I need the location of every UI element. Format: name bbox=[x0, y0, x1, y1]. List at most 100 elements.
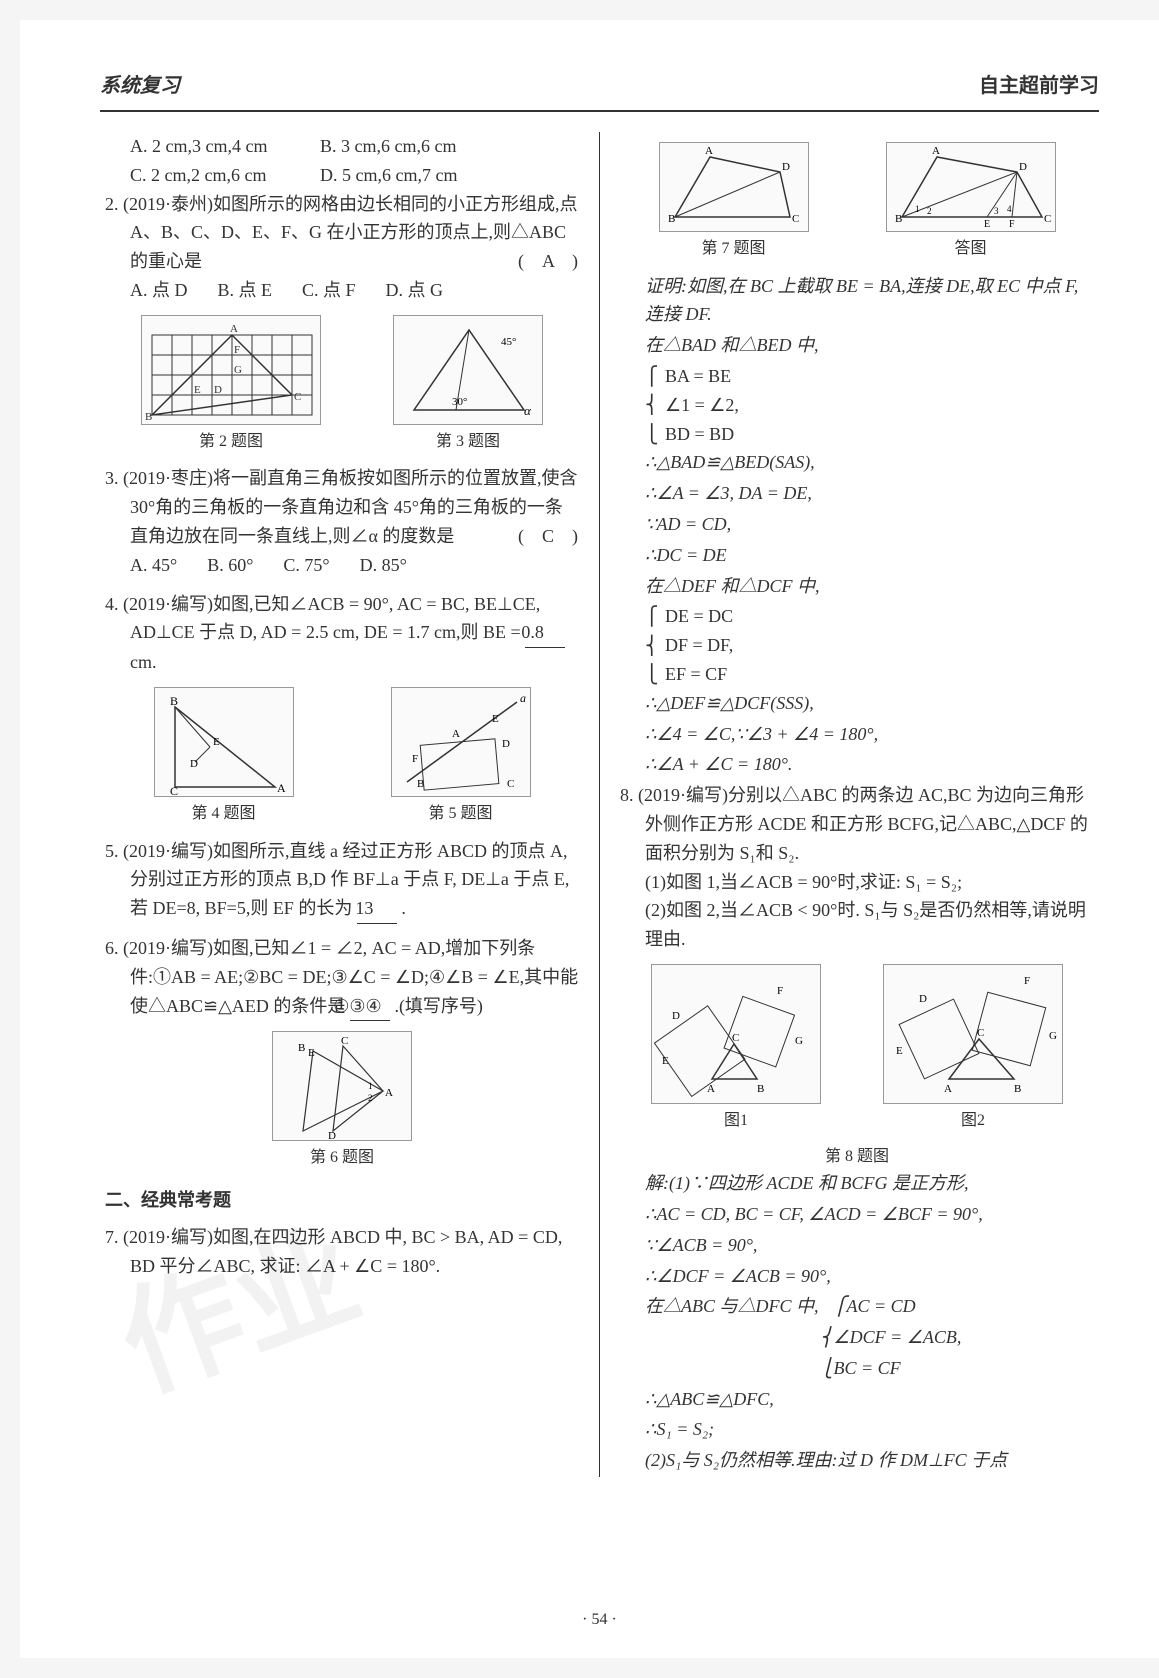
figure-8-2-block: A B C D E F G 图2 bbox=[883, 964, 1063, 1134]
svg-text:C: C bbox=[1044, 213, 1051, 225]
svg-text:2: 2 bbox=[368, 1093, 373, 1103]
sol-c2-row: ⎨∠DCF = ∠ACB, bbox=[620, 1323, 1094, 1352]
svg-text:C: C bbox=[977, 1027, 984, 1039]
figure-8-1-block: A B C D E F G 图1 bbox=[651, 964, 821, 1134]
figure-7-left-block: A B C D 第 7 题图 bbox=[659, 142, 809, 262]
q7-text: 7. (2019·编写)如图,在四边形 ABCD 中, BC > BA, AD … bbox=[105, 1223, 579, 1281]
svg-text:A: A bbox=[707, 1083, 715, 1095]
figure-6: A B C D E 1 2 bbox=[272, 1031, 412, 1141]
q8-sub1: (1)如图 1,当∠ACB = 90°时,求证: S₁ = S₂; bbox=[620, 868, 1094, 897]
figure-8-2: A B C D E F G bbox=[883, 964, 1063, 1104]
svg-text:A: A bbox=[944, 1083, 952, 1095]
figure-6-row: A B C D E 1 2 第 6 题图 bbox=[105, 1031, 579, 1171]
svg-text:C: C bbox=[294, 391, 301, 403]
figure-5-label: 第 5 题图 bbox=[391, 801, 531, 827]
svg-text:B: B bbox=[145, 411, 152, 423]
figure-2-label: 第 2 题图 bbox=[141, 429, 321, 455]
svg-text:D: D bbox=[328, 1130, 336, 1141]
content-area: A. 2 cm,3 cm,4 cm B. 3 cm,6 cm,6 cm C. 2… bbox=[100, 132, 1099, 1477]
svg-text:E: E bbox=[194, 384, 201, 396]
q4-answer: 0.8 bbox=[525, 618, 565, 648]
q5-body: 5. (2019·编写)如图所示,直线 a 经过正方形 ABCD 的顶点 A,分… bbox=[105, 841, 569, 919]
figure-7-right: A B C D E F 1 2 3 4 bbox=[886, 142, 1056, 232]
svg-text:G: G bbox=[234, 364, 242, 376]
svg-text:D: D bbox=[782, 161, 790, 173]
svg-text:G: G bbox=[795, 1035, 803, 1047]
q5-answer: 13 bbox=[357, 894, 397, 924]
svg-text:E: E bbox=[492, 713, 499, 725]
svg-text:G: G bbox=[1049, 1030, 1057, 1042]
proof-l8: ∴△DEF≌△DCF(SSS), bbox=[620, 689, 1094, 718]
figure-2-block: A B C D E F G 第 2 题图 bbox=[141, 315, 321, 455]
q2-text: 2. (2019·泰州)如图所示的网格由边长相同的小正方形组成,点 A、B、C、… bbox=[105, 190, 579, 276]
svg-text:E: E bbox=[308, 1047, 315, 1059]
svg-text:F: F bbox=[234, 344, 240, 356]
proof-l1: 证明:如图,在 BC 上截取 BE = BA,连接 DE,取 EC 中点 F,连… bbox=[620, 272, 1094, 330]
svg-text:A: A bbox=[452, 728, 460, 740]
proof-c3: BD = BD bbox=[665, 420, 1094, 449]
q2-opt-a: A. 点 D bbox=[130, 276, 188, 305]
angle-30: 30° bbox=[452, 396, 467, 408]
proof-l5: ∵AD = CD, bbox=[620, 510, 1094, 539]
q3-body: 3. (2019·枣庄)将一副直角三角板按如图所示的位置放置,使含 30°角的三… bbox=[105, 468, 577, 546]
proof-c1: BA = BE bbox=[665, 362, 1094, 391]
proof-l3: ∴△BAD≌△BED(SAS), bbox=[620, 448, 1094, 477]
svg-text:B: B bbox=[757, 1083, 764, 1095]
svg-text:F: F bbox=[412, 753, 418, 765]
svg-text:F: F bbox=[777, 985, 783, 997]
svg-text:D: D bbox=[502, 738, 510, 750]
svg-text:A: A bbox=[385, 1087, 393, 1099]
svg-text:B: B bbox=[895, 213, 902, 225]
figure-3-label: 第 3 题图 bbox=[393, 429, 543, 455]
figure-3-block: 45° 30° α 第 3 题图 bbox=[393, 315, 543, 455]
svg-text:1: 1 bbox=[368, 1081, 373, 1091]
svg-text:3: 3 bbox=[994, 206, 999, 216]
svg-text:F: F bbox=[1024, 975, 1030, 987]
svg-text:D: D bbox=[1019, 161, 1027, 173]
q3-options: A. 45° B. 60° C. 75° D. 85° bbox=[105, 551, 579, 580]
svg-text:A: A bbox=[277, 781, 286, 795]
proof-c6: EF = CF bbox=[665, 660, 1094, 689]
figure-7-right-label: 答图 bbox=[886, 236, 1056, 262]
q8-text: 8. (2019·编写)分别以△ABC 的两条边 AC,BC 为边向三角形外侧作… bbox=[620, 781, 1094, 867]
figure-8-1-label: 图1 bbox=[651, 1108, 821, 1134]
sol-l1: 解:(1)∵四边形 ACDE 和 BCFG 是正方形, bbox=[620, 1169, 1094, 1198]
sol-c1: AC = CD bbox=[847, 1296, 916, 1316]
svg-text:A: A bbox=[705, 145, 713, 157]
grid-triangle-svg: A B C D E F G bbox=[142, 315, 320, 425]
proof-l10: ∴∠A + ∠C = 180°. bbox=[620, 750, 1094, 779]
figures-7: A B C D 第 7 题图 bbox=[620, 142, 1094, 262]
proof-c2: ∠1 = ∠2, bbox=[665, 391, 1094, 420]
question-8: 8. (2019·编写)分别以△ABC 的两条边 AC,BC 为边向三角形外侧作… bbox=[620, 781, 1094, 954]
svg-text:B: B bbox=[170, 694, 178, 708]
figure-7-right-block: A B C D E F 1 2 3 4 答图 bbox=[886, 142, 1056, 262]
sol-l3: ∵∠ACB = 90°, bbox=[620, 1231, 1094, 1260]
q6-text: 6. (2019·编写)如图,已知∠1 = ∠2, AC = AD,增加下列条件… bbox=[105, 934, 579, 1021]
svg-text:2: 2 bbox=[927, 206, 932, 216]
q1-options: A. 2 cm,3 cm,4 cm B. 3 cm,6 cm,6 cm bbox=[105, 132, 579, 161]
figure-4-block: B A C D E 第 4 题图 bbox=[154, 687, 294, 827]
svg-text:A: A bbox=[230, 323, 238, 335]
q3-text: 3. (2019·枣庄)将一副直角三角板按如图所示的位置放置,使含 30°角的三… bbox=[105, 464, 579, 550]
page: 系统复习 自主超前学习 A. 2 cm,3 cm,4 cm B. 3 cm,6 … bbox=[20, 20, 1159, 1658]
q2-answer: ( A ) bbox=[543, 247, 579, 276]
svg-text:A: A bbox=[932, 145, 940, 157]
q3-opt-d: D. 85° bbox=[360, 551, 407, 580]
figure-8-main-label: 第 8 题图 bbox=[620, 1144, 1094, 1170]
header-right: 自主超前学习 bbox=[979, 70, 1099, 102]
figure-3: 45° 30° α bbox=[393, 315, 543, 425]
svg-text:4: 4 bbox=[1007, 204, 1012, 214]
page-header: 系统复习 自主超前学习 bbox=[100, 70, 1099, 112]
svg-text:D: D bbox=[672, 1010, 680, 1022]
q3-opt-c: C. 75° bbox=[283, 551, 329, 580]
figure-4-label: 第 4 题图 bbox=[154, 801, 294, 827]
figure-8-1: A B C D E F G bbox=[651, 964, 821, 1104]
svg-text:E: E bbox=[213, 736, 220, 748]
proof-c5: DF = DF, bbox=[665, 631, 1094, 660]
question-6: 6. (2019·编写)如图,已知∠1 = ∠2, AC = AD,增加下列条件… bbox=[105, 934, 579, 1021]
page-number: · 54 · bbox=[582, 1607, 617, 1633]
figures-4-5: B A C D E 第 4 题图 a A bbox=[105, 687, 579, 827]
proof-c4: DE = DC bbox=[665, 602, 1094, 631]
section-2-title: 二、经典常考题 bbox=[105, 1186, 579, 1215]
svg-text:E: E bbox=[984, 219, 990, 230]
